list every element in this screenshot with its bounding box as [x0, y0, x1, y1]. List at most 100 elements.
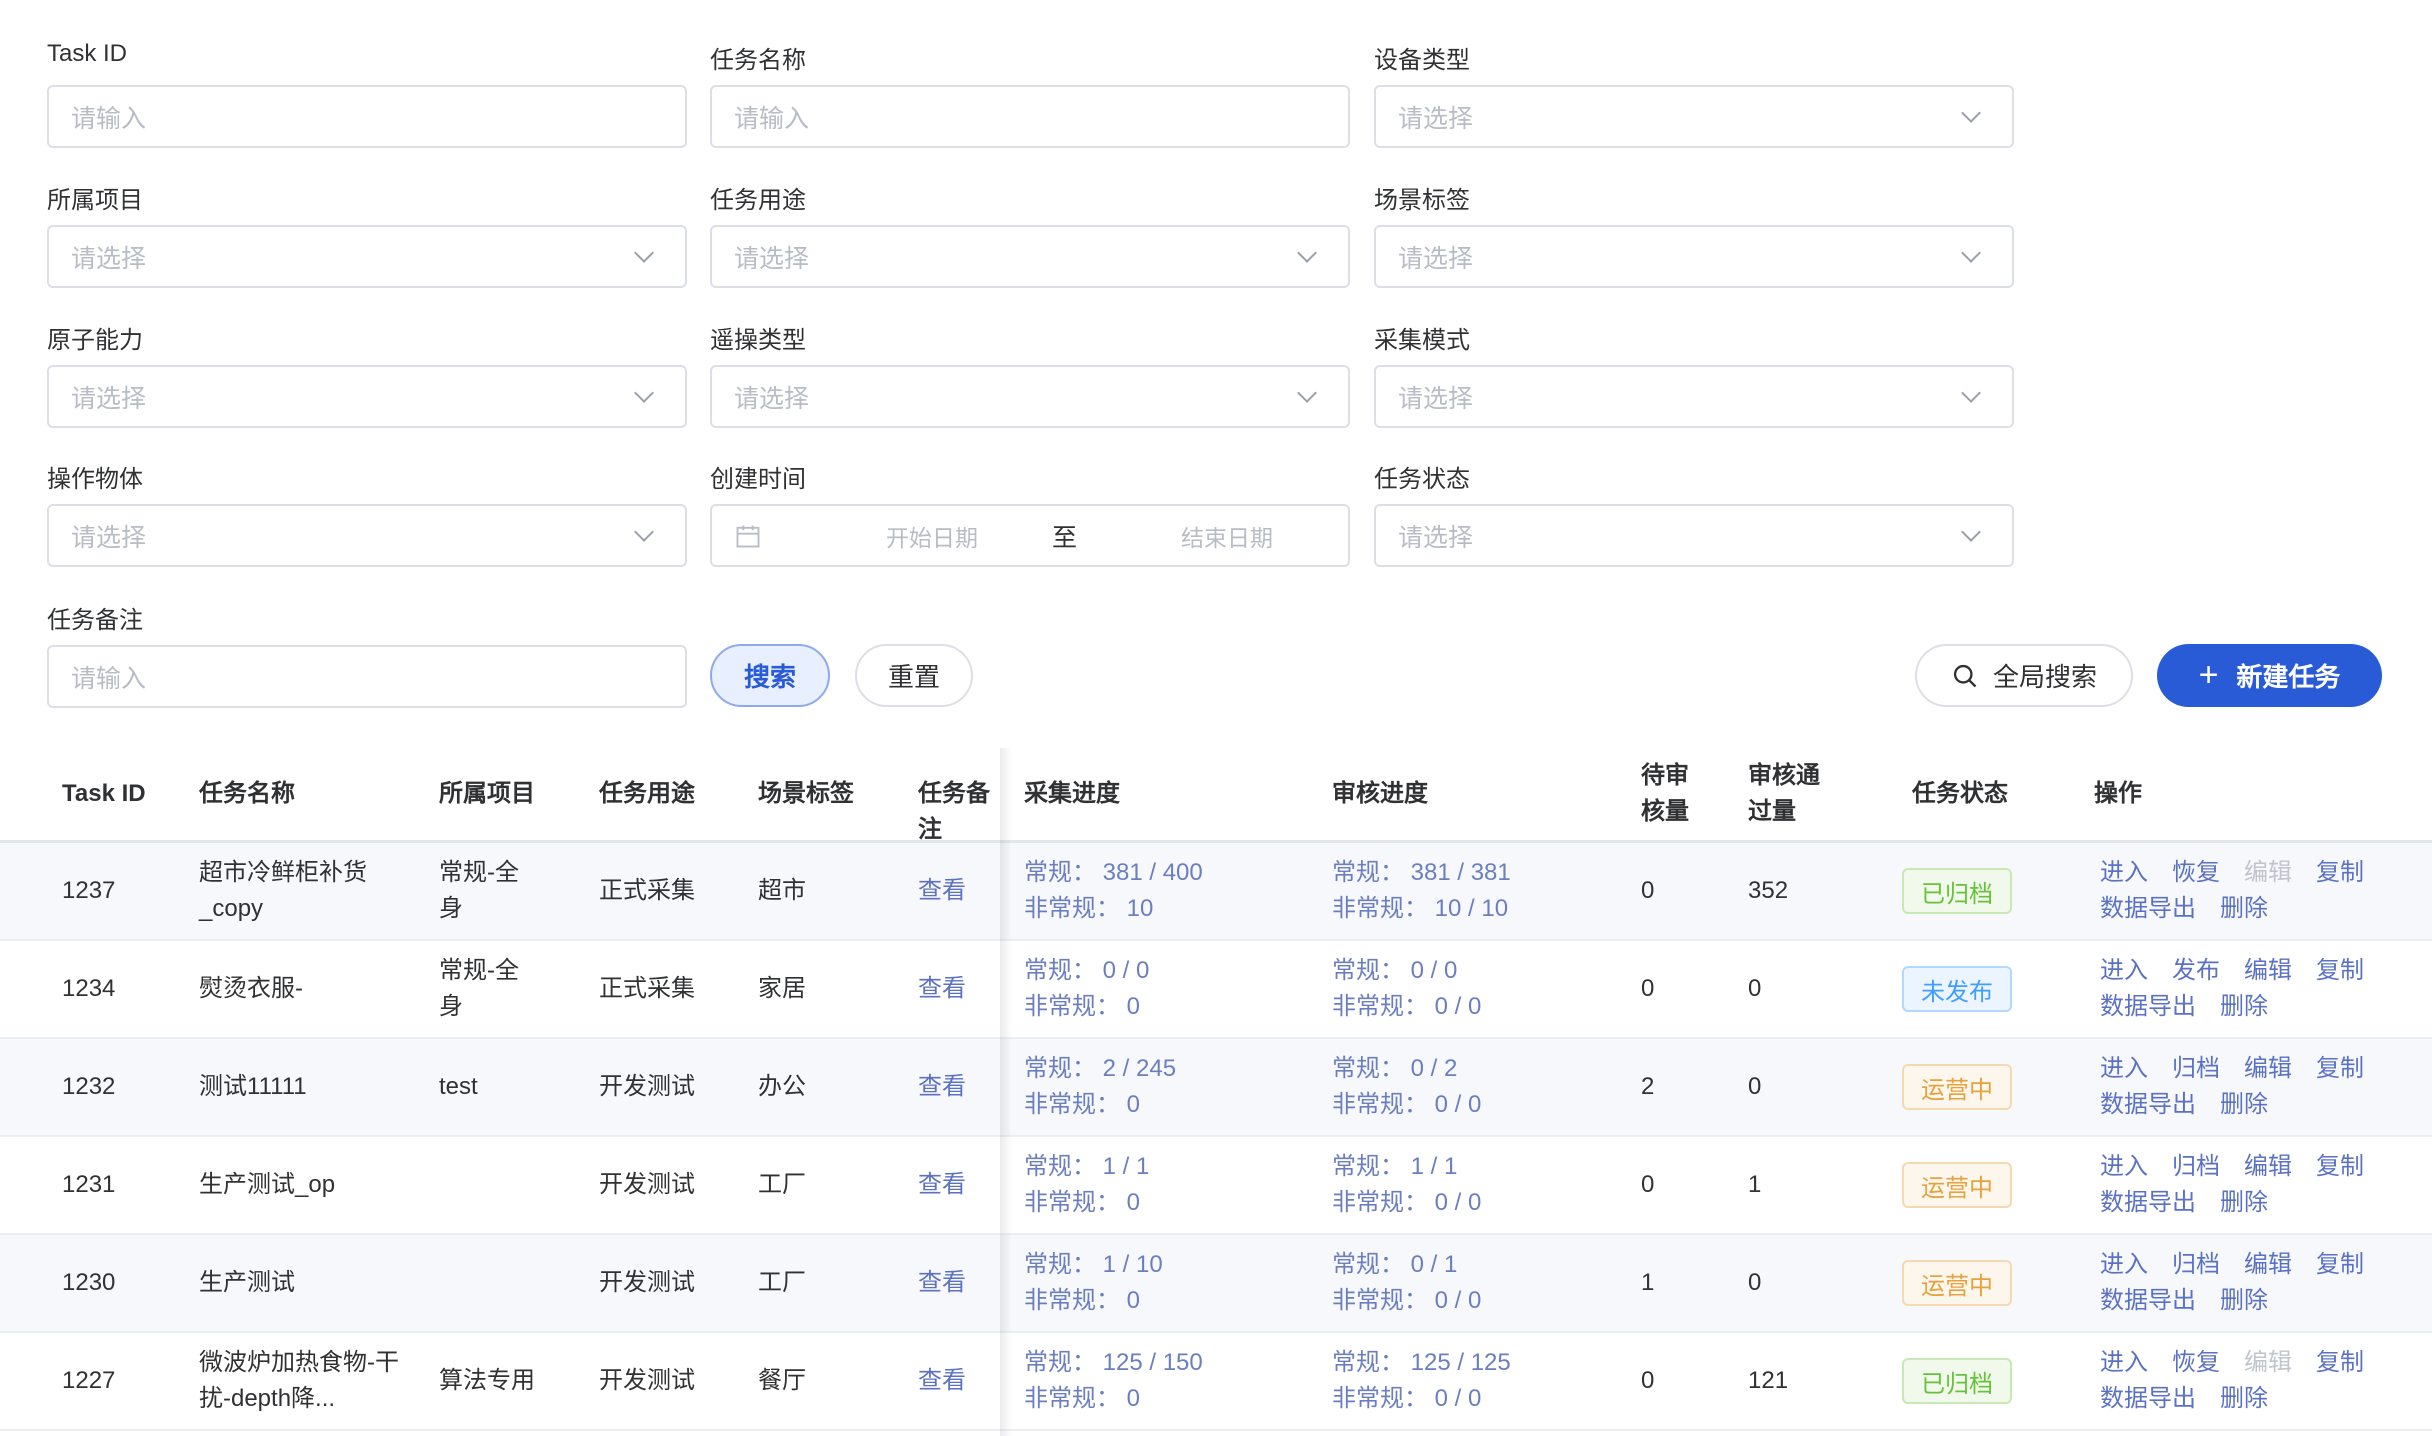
- filter-label: 创建时间: [710, 466, 806, 493]
- action-删除[interactable]: 删除: [2220, 1385, 2268, 1412]
- reset-button[interactable]: 重置: [855, 644, 973, 707]
- use-cell: 开发测试: [599, 1171, 695, 1198]
- date-range-picker[interactable]: 开始日期 至 结束日期: [710, 504, 1350, 567]
- action-进入[interactable]: 进入: [2100, 1055, 2148, 1082]
- filter-select[interactable]: 请选择: [710, 225, 1350, 288]
- action-进入[interactable]: 进入: [2100, 1349, 2148, 1376]
- global-search-button[interactable]: 全局搜索: [1915, 644, 2133, 707]
- action-复制[interactable]: 复制: [2316, 1349, 2364, 1376]
- action-恢复[interactable]: 恢复: [2172, 1349, 2220, 1376]
- use-cell: 开发测试: [599, 1073, 695, 1100]
- row-actions: 进入 恢复 编辑 复制数据导出 删除: [2100, 1345, 2400, 1417]
- collect-progress-line: 常规： 2 / 245: [1024, 1055, 1177, 1082]
- action-数据导出[interactable]: 数据导出: [2100, 895, 2196, 922]
- action-复制[interactable]: 复制: [2316, 1055, 2364, 1082]
- review-passed-cell: 352: [1748, 877, 1789, 904]
- use-cell: 正式采集: [599, 975, 695, 1002]
- pending-review-cell: 0: [1641, 877, 1655, 904]
- collect-progress-line: 非常规： 0: [1024, 993, 1141, 1020]
- action-删除[interactable]: 删除: [2220, 895, 2268, 922]
- filter-select[interactable]: 请选择: [1374, 225, 2014, 288]
- action-复制[interactable]: 复制: [2316, 1251, 2364, 1278]
- action-编辑: 编辑: [2244, 1349, 2292, 1376]
- action-编辑[interactable]: 编辑: [2244, 1153, 2292, 1180]
- global-search-label: 全局搜索: [1992, 662, 2097, 692]
- filter-label: 操作物体: [47, 466, 143, 493]
- status-badge: 已归档: [1902, 868, 2012, 914]
- action-恢复[interactable]: 恢复: [2172, 859, 2220, 886]
- action-数据导出[interactable]: 数据导出: [2100, 1091, 2196, 1118]
- collect-progress-line: 非常规： 0: [1024, 1091, 1141, 1118]
- action-复制[interactable]: 复制: [2316, 957, 2364, 984]
- action-归档[interactable]: 归档: [2172, 1055, 2220, 1082]
- action-删除[interactable]: 删除: [2220, 1189, 2268, 1216]
- filter-select[interactable]: 请选择: [1374, 85, 2014, 148]
- action-进入[interactable]: 进入: [2100, 1251, 2148, 1278]
- action-删除[interactable]: 删除: [2220, 1287, 2268, 1314]
- action-进入[interactable]: 进入: [2100, 859, 2148, 886]
- filter-input[interactable]: 请输入: [710, 85, 1350, 148]
- action-编辑[interactable]: 编辑: [2244, 1055, 2292, 1082]
- new-task-button[interactable]: + 新建任务: [2157, 644, 2382, 707]
- action-数据导出[interactable]: 数据导出: [2100, 1287, 2196, 1314]
- row-actions: 进入 归档 编辑 复制数据导出 删除: [2100, 1247, 2400, 1319]
- filter-select[interactable]: 请选择: [1374, 504, 2014, 567]
- action-数据导出[interactable]: 数据导出: [2100, 993, 2196, 1020]
- review-passed-cell: 1: [1748, 1171, 1762, 1198]
- scene-cell: 餐厅: [758, 1367, 806, 1394]
- scene-cell: 办公: [758, 1073, 806, 1100]
- filter-select[interactable]: 请选择: [47, 225, 687, 288]
- action-归档[interactable]: 归档: [2172, 1251, 2220, 1278]
- review-progress-line: 常规： 1 / 1: [1332, 1153, 1458, 1180]
- view-note-link[interactable]: 查看: [918, 1073, 966, 1100]
- view-note-link[interactable]: 查看: [918, 877, 966, 904]
- review-passed-cell: 121: [1748, 1367, 1789, 1394]
- action-复制[interactable]: 复制: [2316, 1153, 2364, 1180]
- placeholder: 请输入: [71, 104, 147, 133]
- filter-label: 设备类型: [1374, 47, 1470, 74]
- filter-input[interactable]: 请输入: [47, 645, 687, 708]
- review-progress-line: 非常规： 0 / 0: [1332, 993, 1482, 1020]
- view-note-link[interactable]: 查看: [918, 1367, 966, 1394]
- filter-label: 所属项目: [47, 187, 143, 214]
- review-progress-line: 常规： 381 / 381: [1332, 859, 1511, 886]
- review-progress-line: 常规： 0 / 2: [1332, 1055, 1458, 1082]
- pending-review-cell: 1: [1641, 1269, 1655, 1296]
- action-进入[interactable]: 进入: [2100, 1153, 2148, 1180]
- action-发布[interactable]: 发布: [2172, 957, 2220, 984]
- filter-select[interactable]: 请选择: [710, 365, 1350, 428]
- view-note-link[interactable]: 查看: [918, 975, 966, 1002]
- status-badge: 运营中: [1902, 1064, 2012, 1110]
- action-删除[interactable]: 删除: [2220, 993, 2268, 1020]
- review-progress-line: 非常规： 0 / 0: [1332, 1091, 1482, 1118]
- action-编辑[interactable]: 编辑: [2244, 957, 2292, 984]
- search-button[interactable]: 搜索: [710, 644, 830, 707]
- action-归档[interactable]: 归档: [2172, 1153, 2220, 1180]
- filter-select[interactable]: 请选择: [47, 504, 687, 567]
- action-删除[interactable]: 删除: [2220, 1091, 2268, 1118]
- action-数据导出[interactable]: 数据导出: [2100, 1385, 2196, 1412]
- action-编辑[interactable]: 编辑: [2244, 1251, 2292, 1278]
- filter-label: Task ID: [47, 40, 128, 67]
- view-note-link[interactable]: 查看: [918, 1171, 966, 1198]
- task-id-cell: 1230: [62, 1269, 116, 1296]
- collect-progress-cell: 常规： 1 / 10 非常规： 0: [1024, 1247, 1324, 1319]
- view-note-link[interactable]: 查看: [918, 1269, 966, 1296]
- end-date-input[interactable]: 结束日期: [1181, 524, 1274, 551]
- action-复制[interactable]: 复制: [2316, 859, 2364, 886]
- placeholder: 请输入: [71, 664, 147, 693]
- chevron-down-icon: [1961, 382, 1981, 403]
- column-header: 审核进度: [1332, 780, 1428, 807]
- filter-input[interactable]: 请输入: [47, 85, 687, 148]
- plus-icon: +: [2198, 656, 2219, 694]
- start-date-input[interactable]: 开始日期: [886, 524, 978, 551]
- action-进入[interactable]: 进入: [2100, 957, 2148, 984]
- placeholder: 请选择: [71, 523, 147, 552]
- filter-select[interactable]: 请选择: [47, 365, 687, 428]
- row-actions: 进入 归档 编辑 复制数据导出 删除: [2100, 1149, 2400, 1221]
- action-数据导出[interactable]: 数据导出: [2100, 1189, 2196, 1216]
- pending-review-cell: 0: [1641, 1367, 1655, 1394]
- filter-select[interactable]: 请选择: [1374, 365, 2014, 428]
- placeholder: 请输入: [734, 104, 810, 133]
- task-name-cell: 生产测试_op: [199, 1171, 336, 1198]
